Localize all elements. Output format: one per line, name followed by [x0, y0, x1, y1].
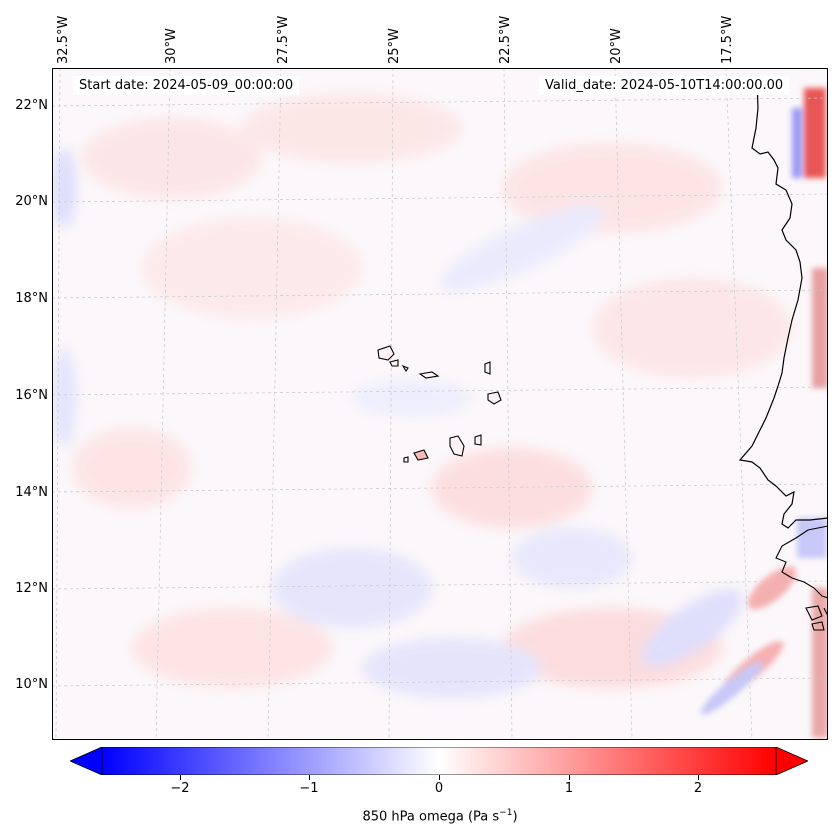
island-brava [403, 456, 409, 463]
colorbar-bar [101, 747, 777, 775]
island-maio [474, 434, 482, 446]
lat-label-18N: 18°N [15, 291, 48, 306]
lon-label-25W: 25°W [387, 28, 402, 64]
island-fogo [413, 449, 429, 461]
colorbar-tick [698, 775, 699, 780]
colorbar-tick-label: 1 [564, 781, 574, 796]
colorbar-extend-left [70, 747, 103, 775]
colorbar [70, 747, 808, 775]
omega-coastal-features [700, 88, 828, 738]
lat-label-10N: 10°N [15, 677, 48, 692]
graticule [52, 68, 828, 740]
islands [377, 345, 502, 463]
island-santo-antao [377, 345, 395, 361]
lon-label-20W: 20°W [609, 28, 624, 64]
island-santiago [449, 435, 465, 457]
lat-label-12N: 12°N [15, 581, 48, 596]
colorbar-tick-label: −2 [170, 781, 190, 796]
colorbar-tick-label: −1 [299, 781, 319, 796]
africa-coastline [738, 77, 828, 529]
valid-date-label: Valid_date: 2024-05-10T14:00:00.00 [539, 76, 790, 95]
lon-label-17.5W: 17.5°W [720, 15, 735, 64]
colorbar-title-end: ) [512, 809, 518, 825]
colorbar-title-exponent: −1 [499, 808, 513, 818]
map-frame [52, 68, 828, 740]
colorbar-tick [569, 775, 570, 780]
colorbar-tick-label: 0 [434, 781, 444, 796]
lat-label-14N: 14°N [15, 485, 48, 500]
colorbar-title-main: 850 hPa omega (Pa s [362, 809, 500, 825]
lat-label-16N: 16°N [15, 388, 48, 403]
lon-label-32.5W: 32.5°W [56, 15, 71, 64]
lat-label-22N: 22°N [15, 98, 48, 113]
colorbar-extend-right [775, 747, 808, 775]
omega-field [52, 93, 792, 698]
colorbar-tick-label: 2 [693, 781, 703, 796]
colorbar-tick [180, 775, 181, 780]
lon-label-30W: 30°W [164, 28, 179, 64]
start-date-label: Start date: 2024-05-09_00:00:00 [73, 76, 300, 95]
omega-map [52, 68, 828, 740]
colorbar-title: 850 hPa omega (Pa s−1) [0, 808, 837, 824]
colorbar-tick [439, 775, 440, 780]
lon-label-22.5W: 22.5°W [498, 15, 513, 64]
island-sao-vicente [389, 359, 399, 367]
coastline-gambia-guinea [775, 525, 828, 599]
island-santa-luzia [401, 364, 409, 373]
island-sal [484, 361, 491, 375]
lat-label-20N: 20°N [15, 194, 48, 209]
colorbar-tick [309, 775, 310, 780]
island-boa-vista [487, 391, 502, 405]
lon-label-27.5W: 27.5°W [276, 15, 291, 64]
island-sao-nicolau [418, 371, 440, 379]
